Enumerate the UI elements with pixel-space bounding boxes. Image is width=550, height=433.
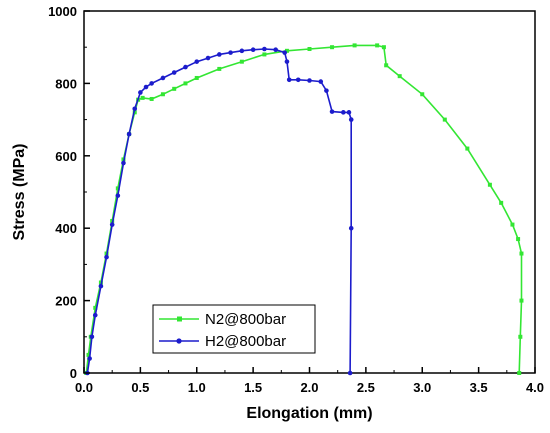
data-point-h2 [295, 77, 301, 83]
x-axis: 0.0 0.5 1.0 1.5 2.0 2.5 3.0 3.5 4.0 [75, 367, 544, 395]
data-point-n2 [510, 222, 515, 227]
data-point-h2 [307, 78, 312, 83]
data-point-h2 [143, 84, 149, 90]
data-point-n2 [307, 47, 312, 52]
x-tick-label: 2.0 [300, 380, 318, 395]
data-point-n2 [397, 74, 402, 79]
data-point-h2 [87, 356, 92, 361]
legend-marker-h2 [176, 338, 182, 344]
legend: N2@800bar H2@800bar [152, 304, 316, 354]
data-point-h2 [348, 117, 354, 122]
x-axis-title: Elongation (mm) [246, 405, 372, 422]
data-point-h2 [250, 47, 256, 53]
y-tick-label: 200 [55, 294, 77, 309]
series-line-n2 [85, 44, 523, 374]
legend-marker-n2 [177, 316, 182, 322]
data-point-h2 [98, 283, 104, 289]
data-point-h2 [239, 48, 245, 54]
data-point-n2 [487, 182, 492, 187]
y-tick-label: 1000 [48, 4, 77, 19]
data-point-n2 [518, 334, 523, 339]
data-point-h2 [228, 50, 233, 55]
data-point-h2 [194, 59, 200, 64]
data-point-h2 [341, 110, 346, 115]
legend-box [152, 304, 316, 354]
data-point-h2 [346, 110, 352, 115]
data-point-n2 [516, 237, 521, 242]
x-tick-label: 1.5 [244, 380, 262, 395]
y-tick-label: 0 [70, 366, 77, 381]
data-point-n2 [115, 186, 120, 191]
data-point-n2 [86, 352, 91, 357]
data-point-h2 [347, 370, 353, 376]
data-point-h2 [171, 70, 177, 75]
data-point-n2 [160, 92, 165, 97]
data-point-n2 [262, 52, 267, 57]
x-tick-label: 3.5 [470, 380, 488, 395]
data-point-n2 [172, 86, 177, 91]
data-point-n2 [384, 63, 389, 68]
data-point-h2 [115, 193, 121, 198]
x-tick-label: 4.0 [526, 380, 544, 395]
x-tick-label: 0.0 [75, 380, 93, 395]
data-point-h2 [217, 52, 222, 57]
data-point-h2 [109, 222, 115, 227]
x-tick-label: 3.0 [413, 380, 431, 395]
legend-label-h2: H2@800bar [205, 333, 286, 350]
y-tick-label: 800 [55, 76, 77, 91]
data-point-h2 [121, 160, 126, 166]
data-point-n2 [132, 110, 137, 115]
x-tick-label: 0.5 [131, 380, 149, 395]
data-point-h2 [284, 59, 290, 64]
data-point-n2 [465, 146, 470, 151]
data-point-h2 [329, 109, 335, 114]
y-axis: 0 200 400 600 800 1000 [48, 4, 90, 381]
data-point-n2 [420, 92, 425, 97]
data-point-n2 [517, 371, 522, 375]
data-point-n2 [352, 43, 357, 48]
data-point-n2 [140, 95, 145, 100]
data-point-h2 [132, 106, 138, 112]
data-point-h2 [318, 79, 324, 84]
data-point-n2 [442, 117, 447, 122]
data-point-h2 [89, 334, 95, 340]
data-point-h2 [348, 225, 354, 231]
data-point-n2 [239, 59, 244, 64]
x-tick-label: 2.5 [357, 380, 375, 395]
data-point-n2 [93, 305, 98, 310]
data-point-h2 [126, 131, 132, 137]
data-point-n2 [519, 251, 524, 256]
data-point-h2 [324, 88, 329, 93]
data-point-n2 [183, 81, 188, 86]
data-point-h2 [286, 77, 292, 83]
data-point-n2 [330, 45, 335, 50]
data-point-h2 [138, 90, 143, 95]
data-point-h2 [149, 81, 154, 86]
data-point-n2 [381, 45, 386, 50]
x-tick-label: 1.0 [188, 380, 206, 395]
data-point-h2 [262, 46, 267, 52]
data-point-n2 [284, 48, 289, 53]
data-point-n2 [149, 96, 154, 101]
data-point-n2 [375, 43, 380, 48]
data-point-n2 [217, 66, 222, 71]
data-point-n2 [519, 298, 524, 303]
data-point-h2 [183, 64, 188, 70]
y-axis-title: Stress (MPa) [11, 144, 28, 241]
data-point-h2 [104, 254, 109, 260]
data-point-n2 [499, 200, 504, 205]
series-layer [84, 43, 524, 376]
y-tick-label: 600 [55, 149, 77, 164]
data-point-h2 [205, 55, 211, 61]
data-point-h2 [160, 75, 166, 81]
data-point-h2 [282, 50, 287, 55]
data-point-n2 [194, 75, 199, 80]
y-tick-label: 400 [55, 221, 77, 236]
data-point-h2 [92, 312, 98, 318]
legend-label-n2: N2@800bar [205, 311, 286, 328]
data-point-h2 [273, 47, 278, 53]
